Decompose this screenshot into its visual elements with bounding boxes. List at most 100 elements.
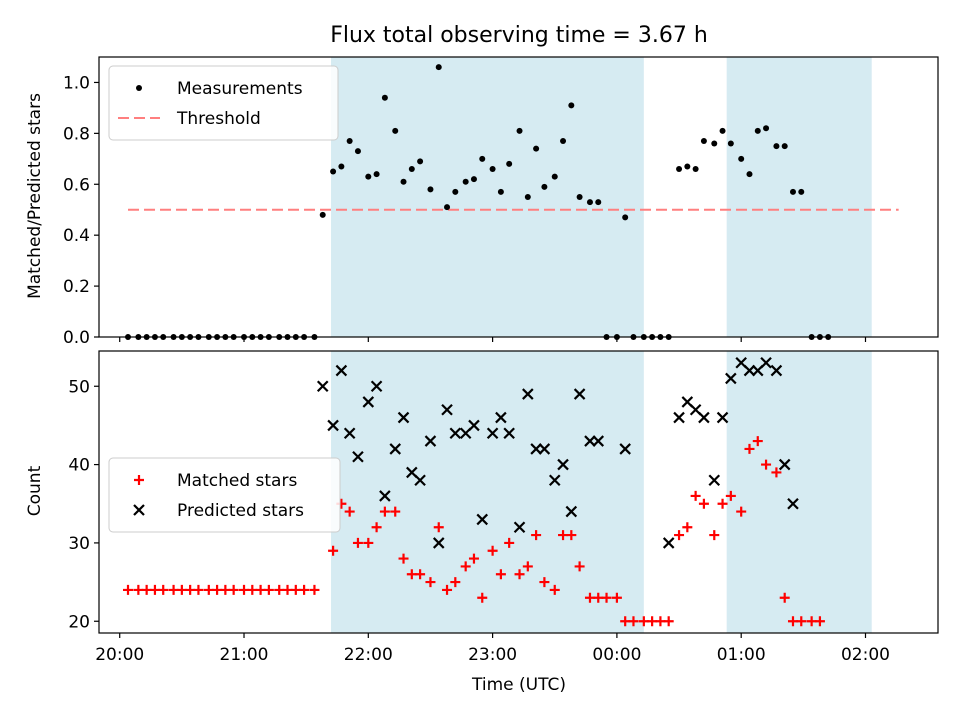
y-tick-label: 40 (68, 456, 90, 476)
plot-frame (98, 56, 939, 338)
legend-box (108, 457, 341, 533)
y-tick-label: 50 (68, 377, 90, 397)
predicted-star-point (716, 411, 729, 424)
legend-marker-predicted (133, 504, 145, 516)
matched-star-point (344, 506, 355, 517)
predicted-star-point (522, 388, 534, 400)
matched-star-point (228, 584, 239, 595)
predicted-star-point (760, 356, 772, 369)
matched-star-point (744, 443, 755, 454)
measurement-point (560, 138, 567, 144)
matched-star-point (709, 530, 720, 541)
predicted-star-point (778, 458, 791, 471)
measurement-point (551, 173, 558, 180)
y-tick-label: 0.0 (63, 328, 90, 348)
matched-star-point (522, 561, 533, 572)
measurement-point (595, 199, 602, 206)
y-tick-label: 30 (68, 534, 90, 554)
matched-star-point (682, 522, 693, 533)
predicted-star-point (468, 419, 480, 432)
predicted-star-point (584, 435, 596, 447)
predicted-star-point (449, 427, 462, 440)
matched-star-point (371, 522, 382, 533)
predicted-star-point (592, 435, 605, 447)
matched-star-point (477, 592, 488, 603)
measurement-point (417, 158, 424, 165)
measurement-point (462, 178, 469, 185)
x-tick-label: 02:00 (841, 645, 890, 665)
predicted-star-point (441, 403, 453, 416)
shaded-interval-2 (726, 57, 872, 337)
predicted-star-point (432, 537, 445, 549)
measurement-point (727, 140, 734, 147)
measurement-point (719, 127, 726, 134)
legend-marker-matched (134, 475, 144, 485)
matched-star-point (514, 569, 525, 580)
measurement-point (622, 214, 629, 221)
measurement-point (427, 186, 434, 193)
measurement-point (586, 199, 593, 206)
measurement-point (773, 143, 780, 150)
matched-star-point (601, 592, 612, 603)
y-tick-label: 0.4 (63, 226, 90, 246)
measurement-point (330, 168, 337, 175)
x-tick-label: 01:00 (717, 645, 766, 665)
measurement-point (346, 138, 353, 144)
matched-star-point (309, 584, 320, 595)
matched-star-point (566, 530, 577, 541)
matched-star-point (299, 584, 310, 595)
predicted-star-point (565, 505, 578, 518)
predicted-star-point (486, 427, 499, 440)
measurement-point (373, 171, 380, 178)
matched-star-point (736, 506, 747, 517)
shaded-interval-1 (331, 57, 644, 337)
matched-star-point (814, 616, 825, 627)
legend-label: Threshold (176, 109, 261, 129)
y-axis-label-top: Matched/Predicted stars (25, 93, 45, 299)
measurement-point (479, 155, 486, 162)
matched-star-point (663, 616, 674, 627)
matched-star-point (158, 584, 169, 595)
matched-star-point (263, 584, 274, 595)
measurement-point (541, 183, 548, 190)
plot-frame (98, 350, 939, 634)
measurement-point (684, 163, 691, 170)
predicted-star-point (698, 411, 710, 424)
measurement-point (676, 166, 683, 172)
matched-star-point (504, 537, 515, 548)
predicted-star-point (770, 364, 783, 377)
predicted-star-point (316, 380, 329, 393)
predicted-star-point (495, 411, 507, 424)
x-axis-label: Time (UTC) (471, 675, 566, 695)
counts-panel: 20 30 40 50 20:00 21:00 22:00 23:00 00:00 01:00 02… (68, 350, 939, 665)
matched-star-point (415, 569, 426, 580)
matched-star-point (698, 498, 709, 509)
measurement-point (381, 94, 388, 101)
measurement-point (319, 211, 326, 218)
measurement-point (533, 145, 540, 152)
matched-star-point (450, 577, 461, 588)
matched-star-point (379, 506, 390, 517)
matched-star-point (628, 616, 639, 627)
predicted-star-point (352, 450, 364, 463)
predicted-star-point (370, 380, 383, 393)
matched-star-point (549, 584, 560, 595)
matched-star-point (674, 530, 685, 541)
x-tick-label: 22:00 (344, 645, 393, 665)
measurement-point (700, 138, 707, 144)
matched-star-point (363, 537, 374, 548)
matched-star-point (574, 561, 585, 572)
measurement-point (470, 176, 477, 183)
legend-label: Measurements (177, 79, 303, 99)
matched-star-point (779, 592, 790, 603)
predicted-star-point (513, 521, 526, 534)
matched-star-point (611, 592, 622, 603)
measurement-point (392, 127, 399, 134)
ratio-panel: 0.0 0.2 0.4 0.6 0.8 1.0 Measurements Threshold (63, 56, 939, 348)
measurement-point (354, 148, 361, 155)
measurement-point (516, 127, 523, 134)
measurement-point (789, 188, 796, 195)
predicted-star-point (530, 443, 542, 455)
predicted-star-point (538, 443, 551, 455)
predicted-star-point (662, 537, 675, 549)
